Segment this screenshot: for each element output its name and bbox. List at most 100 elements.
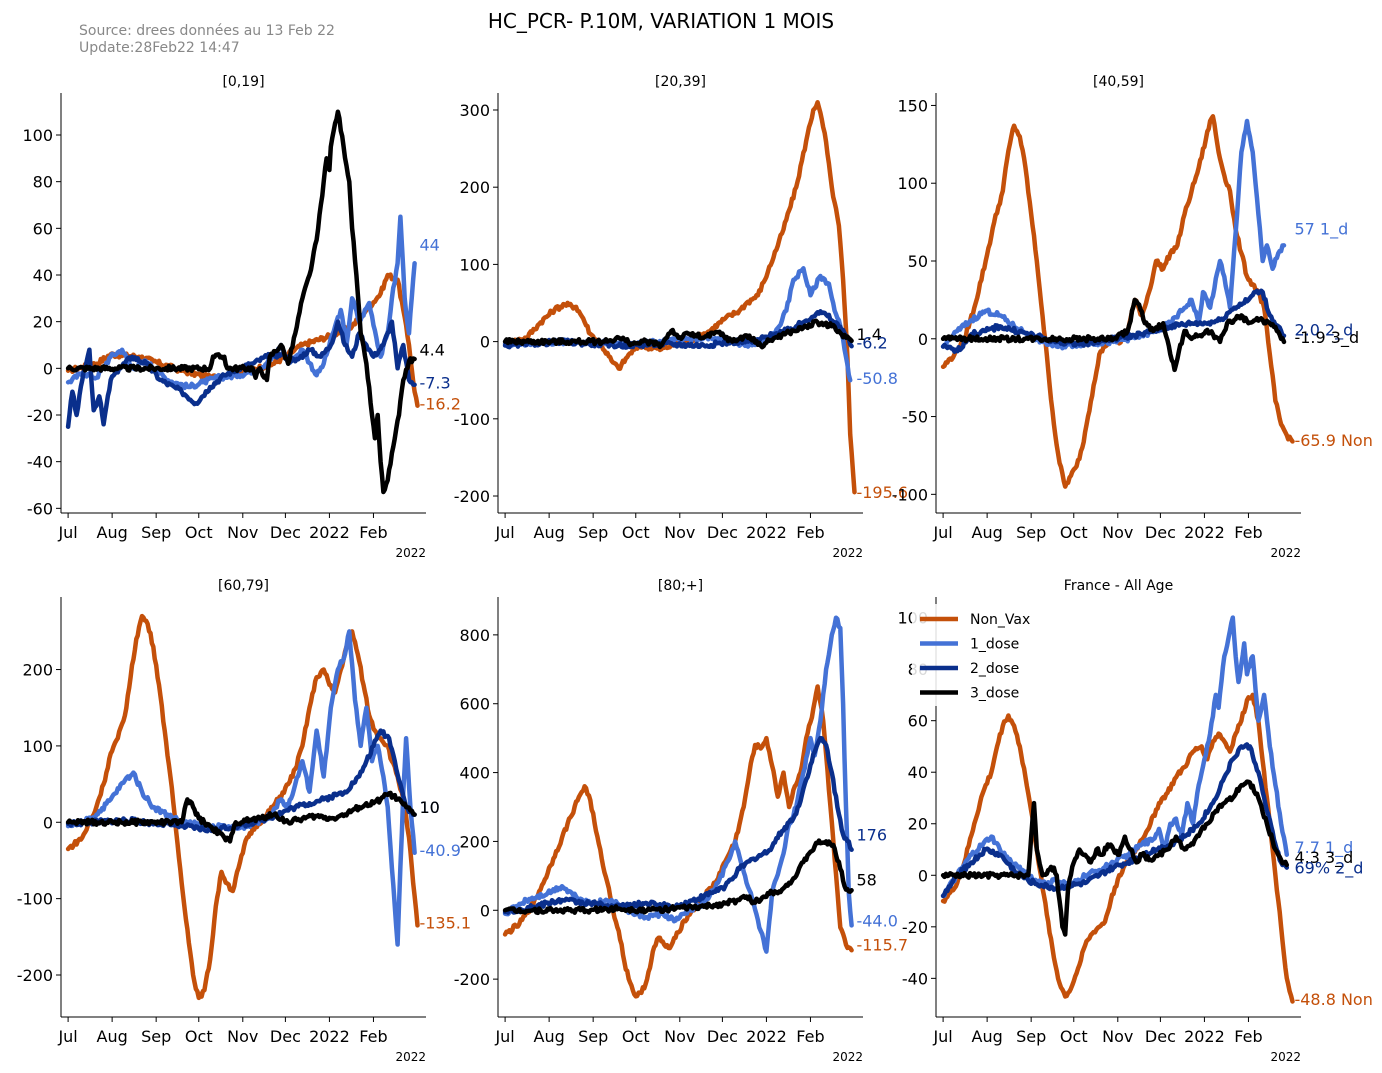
- y-tick-label: -60: [27, 499, 53, 518]
- end-label-1_dose: 44: [419, 236, 439, 255]
- x-tick-label: 2022: [746, 523, 787, 542]
- y-tick-label: 20: [33, 313, 53, 332]
- series-line-Non_Vax: [502, 100, 857, 495]
- x-tick-label: Dec: [270, 523, 301, 542]
- end-label-Non_Vax: -16.2: [419, 394, 460, 413]
- y-tick-label: -200: [454, 487, 490, 506]
- x-tick-label: Jul: [494, 1027, 514, 1046]
- end-label-1_dose: -50.8: [856, 369, 897, 388]
- y-tick-label: 150: [897, 96, 928, 115]
- series-line-Non_Vax: [65, 613, 420, 1001]
- x-tick-label: Oct: [1060, 523, 1088, 542]
- series-line-3_dose: [65, 790, 417, 844]
- series-line-3_dose: [502, 838, 854, 916]
- x-tick-label: Sep: [141, 1027, 171, 1046]
- end-label-Non_Vax: -135.1: [419, 913, 471, 932]
- y-tick-label: -20: [27, 406, 53, 425]
- end-label-3_dose: 4.3 3_d: [1294, 848, 1353, 868]
- y-tick-label: -40: [27, 453, 53, 472]
- x-tick-label: 2022: [1184, 1027, 1225, 1046]
- x-tick-label: Jul: [932, 523, 952, 542]
- y-tick-label: -200: [454, 970, 490, 989]
- end-label-3_dose: 1.4: [856, 325, 881, 344]
- end-label-3_dose: 4.4: [419, 341, 444, 360]
- source-text: Source: drees données au 13 Feb 22: [79, 23, 335, 39]
- x-tick-label: Nov: [227, 1027, 258, 1046]
- x-tick-label: Jul: [494, 523, 514, 542]
- x-offset-label: 2022: [395, 1050, 426, 1064]
- end-label-3_dose: 10: [419, 798, 439, 817]
- x-tick-label: Aug: [534, 523, 565, 542]
- x-tick-label: Dec: [1145, 523, 1176, 542]
- series-line-3_dose: [940, 779, 1290, 937]
- x-tick-label: Nov: [1102, 1027, 1133, 1046]
- y-tick-label: -100: [17, 890, 53, 909]
- x-tick-label: Nov: [664, 523, 695, 542]
- x-tick-label: Nov: [1102, 523, 1133, 542]
- x-tick-label: Nov: [227, 523, 258, 542]
- x-tick-label: Oct: [622, 523, 650, 542]
- y-tick-label: -40: [902, 969, 928, 988]
- series-line-Non_Vax: [502, 684, 854, 999]
- panel-title: [0,19]: [222, 74, 264, 90]
- x-tick-label: Jul: [57, 523, 77, 542]
- x-tick-label: Feb: [359, 1027, 387, 1046]
- y-tick-label: 80: [33, 173, 53, 192]
- y-tick-label: -100: [892, 485, 928, 504]
- legend: Non_Vax 1_dose 2_dose 3_dose: [912, 604, 1062, 706]
- y-tick-label: 40: [908, 763, 928, 782]
- end-label-2_dose: 176: [856, 826, 887, 845]
- series-line-3_dose: [502, 318, 854, 350]
- y-tick-label: 100: [459, 255, 490, 274]
- x-tick-label: Feb: [796, 523, 824, 542]
- x-tick-label: 2022: [1184, 523, 1225, 542]
- y-tick-label: 50: [908, 252, 928, 271]
- x-offset-label: 2022: [395, 546, 426, 560]
- panel-title: France - All Age: [1064, 578, 1173, 594]
- end-label-2_dose: 2.0 2_d: [1294, 320, 1353, 340]
- x-tick-label: Jul: [57, 1027, 77, 1046]
- series-line-3_dose: [65, 109, 417, 495]
- y-tick-label: 0: [480, 333, 490, 352]
- x-tick-label: Sep: [578, 1027, 608, 1046]
- update-text: Update:28Feb22 14:47: [79, 40, 240, 56]
- panel-2: -100 -50 0 50 100 150 Jul Aug Sep Oct Nov Dec 2022 Fe…: [892, 74, 1373, 560]
- x-tick-label: Aug: [972, 523, 1003, 542]
- figure-title: HC_PCR- P.10M, VARIATION 1 MOIS: [488, 9, 834, 33]
- y-tick-label: 400: [459, 764, 490, 783]
- x-tick-label: Feb: [1234, 523, 1262, 542]
- y-tick-label: 100: [897, 174, 928, 193]
- y-tick-label: -50: [902, 408, 928, 427]
- y-tick-label: 200: [459, 832, 490, 851]
- x-tick-label: Jul: [932, 1027, 952, 1046]
- y-tick-label: 100: [22, 126, 53, 145]
- y-tick-label: 100: [22, 737, 53, 756]
- end-label-1_dose: 7.7 1_d: [1294, 838, 1353, 858]
- panel-3: -200 -100 0 100 200 Jul Aug Sep Oct Nov Dec 2022 Feb…: [17, 578, 471, 1064]
- series-line-Non_Vax: [940, 692, 1295, 1004]
- x-tick-label: Aug: [97, 523, 128, 542]
- x-tick-label: Oct: [622, 1027, 650, 1046]
- x-offset-label: 2022: [832, 1050, 863, 1064]
- y-tick-label: -200: [17, 966, 53, 985]
- y-tick-label: 600: [459, 695, 490, 714]
- series-line-3_dose: [940, 297, 1287, 373]
- x-tick-label: Aug: [97, 1027, 128, 1046]
- x-tick-label: Dec: [707, 1027, 738, 1046]
- end-label-Non_Vax: -65.9 Non: [1294, 431, 1372, 450]
- y-tick-label: 200: [22, 661, 53, 680]
- y-tick-label: 0: [480, 901, 490, 920]
- x-tick-label: Sep: [578, 523, 608, 542]
- x-tick-label: Sep: [1016, 1027, 1046, 1046]
- x-tick-label: Oct: [185, 1027, 213, 1046]
- x-tick-label: Nov: [664, 1027, 695, 1046]
- x-offset-label: 2022: [1270, 546, 1301, 560]
- end-label-Non_Vax: -115.7: [856, 936, 908, 955]
- y-tick-label: 200: [459, 178, 490, 197]
- y-tick-label: -20: [902, 918, 928, 937]
- x-tick-label: Oct: [185, 523, 213, 542]
- end-label-3_dose: -1.9 3_d: [1294, 328, 1359, 348]
- panel-title: [40,59]: [1093, 74, 1144, 90]
- panel-5: -40-20020406080100JulAugSepOctNovDec2022…: [897, 578, 1372, 1064]
